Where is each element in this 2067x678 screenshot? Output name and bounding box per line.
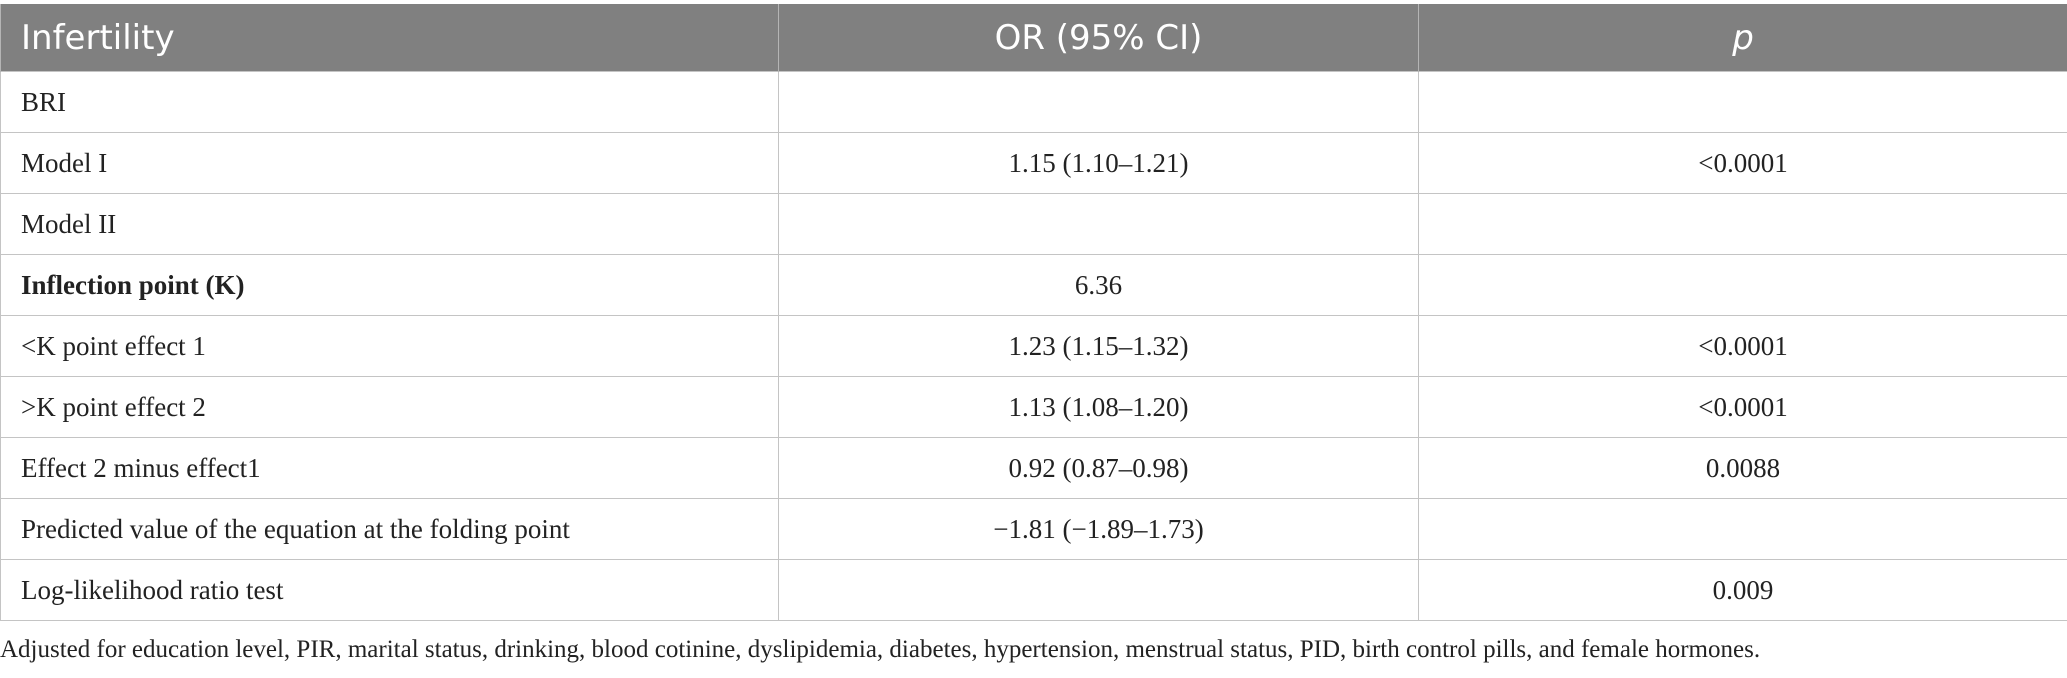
row-p-value — [1418, 193, 2067, 255]
row-p-value: <0.0001 — [1418, 376, 2067, 438]
row-or-ci: 1.23 (1.15–1.32) — [778, 315, 1419, 377]
row-or-ci: 6.36 — [778, 254, 1419, 316]
row-label: Log-likelihood ratio test — [0, 559, 779, 621]
row-label: Effect 2 minus effect1 — [0, 437, 779, 499]
table-row: Effect 2 minus effect1 0.92 (0.87–0.98) … — [0, 437, 2067, 499]
row-label: Predicted value of the equation at the f… — [0, 498, 779, 560]
row-p-value — [1418, 254, 2067, 316]
row-or-ci — [778, 193, 1419, 255]
row-p-value: 0.0088 — [1418, 437, 2067, 499]
table-row: Model II — [0, 193, 2067, 255]
table-footnote: Adjusted for education level, PIR, marit… — [0, 636, 1761, 663]
header-infertility: Infertility — [0, 4, 779, 72]
row-p-value: <0.0001 — [1418, 315, 2067, 377]
row-or-ci — [778, 559, 1419, 621]
row-label: BRI — [0, 71, 779, 133]
row-p-value — [1418, 71, 2067, 133]
row-p-value: <0.0001 — [1418, 132, 2067, 194]
row-p-value: 0.009 — [1418, 559, 2067, 621]
row-label: Model II — [0, 193, 779, 255]
row-label: Model I — [0, 132, 779, 194]
table-body: BRI Model I 1.15 (1.10–1.21) <0.0001 Mod… — [0, 71, 2067, 621]
table-row: Log-likelihood ratio test 0.009 — [0, 559, 2067, 621]
row-label: >K point effect 2 — [0, 376, 779, 438]
row-or-ci: 1.13 (1.08–1.20) — [778, 376, 1419, 438]
table-row: Model I 1.15 (1.10–1.21) <0.0001 — [0, 132, 2067, 194]
row-label: <K point effect 1 — [0, 315, 779, 377]
header-or-ci: OR (95% CI) — [778, 4, 1419, 72]
row-or-ci: 0.92 (0.87–0.98) — [778, 437, 1419, 499]
results-table-container: Infertility OR (95% CI) p BRI Model I 1.… — [0, 4, 2067, 621]
row-or-ci: 1.15 (1.10–1.21) — [778, 132, 1419, 194]
table-row: Predicted value of the equation at the f… — [0, 498, 2067, 560]
header-row: Infertility OR (95% CI) p — [0, 4, 2067, 72]
table-row: BRI — [0, 71, 2067, 133]
row-or-ci — [778, 71, 1419, 133]
table-header: Infertility OR (95% CI) p — [0, 4, 2067, 72]
header-p-value: p — [1418, 4, 2067, 72]
row-label: Inflection point (K) — [0, 254, 779, 316]
table-row: Inflection point (K) 6.36 — [0, 254, 2067, 316]
row-p-value — [1418, 498, 2067, 560]
table-row: >K point effect 2 1.13 (1.08–1.20) <0.00… — [0, 376, 2067, 438]
table-row: <K point effect 1 1.23 (1.15–1.32) <0.00… — [0, 315, 2067, 377]
row-or-ci: −1.81 (−1.89–1.73) — [778, 498, 1419, 560]
results-table: Infertility OR (95% CI) p BRI Model I 1.… — [0, 4, 2067, 621]
